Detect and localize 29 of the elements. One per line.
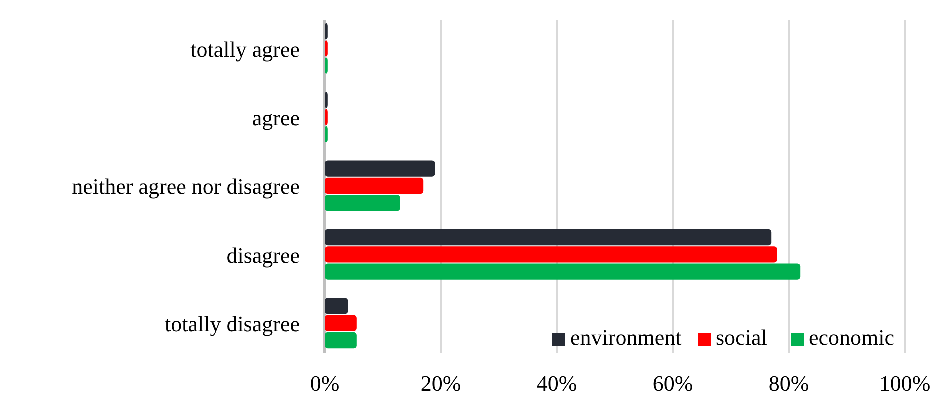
bar — [325, 178, 424, 194]
bar — [325, 195, 400, 212]
x-tick-label: 80% — [768, 371, 810, 396]
bar — [325, 126, 328, 143]
x-tick-label: 60% — [652, 371, 694, 396]
bar — [325, 40, 328, 57]
y-tick-label: agree — [252, 106, 300, 131]
y-tick-label: totally disagree — [164, 312, 300, 337]
legend-label: social — [716, 325, 768, 350]
bar — [325, 109, 328, 126]
bar — [325, 332, 357, 349]
bar — [325, 160, 436, 177]
y-tick-label: disagree — [226, 242, 300, 268]
bar — [325, 229, 772, 246]
bar — [325, 298, 348, 314]
bar — [325, 315, 357, 332]
legend-label: economic — [809, 325, 895, 350]
bar — [325, 23, 328, 40]
legend-label: environment — [570, 325, 682, 350]
x-tick-label: 100% — [879, 371, 931, 396]
bar — [325, 246, 778, 263]
x-tick-label: 0% — [310, 371, 340, 396]
x-tick-label: 20% — [420, 371, 462, 396]
y-tick-label: neither agree nor disagree — [72, 174, 300, 200]
bar — [325, 264, 801, 280]
bar — [325, 58, 328, 74]
bar — [325, 92, 328, 108]
x-tick-label: 40% — [536, 371, 578, 396]
y-tick-label: totally agree — [190, 36, 300, 62]
